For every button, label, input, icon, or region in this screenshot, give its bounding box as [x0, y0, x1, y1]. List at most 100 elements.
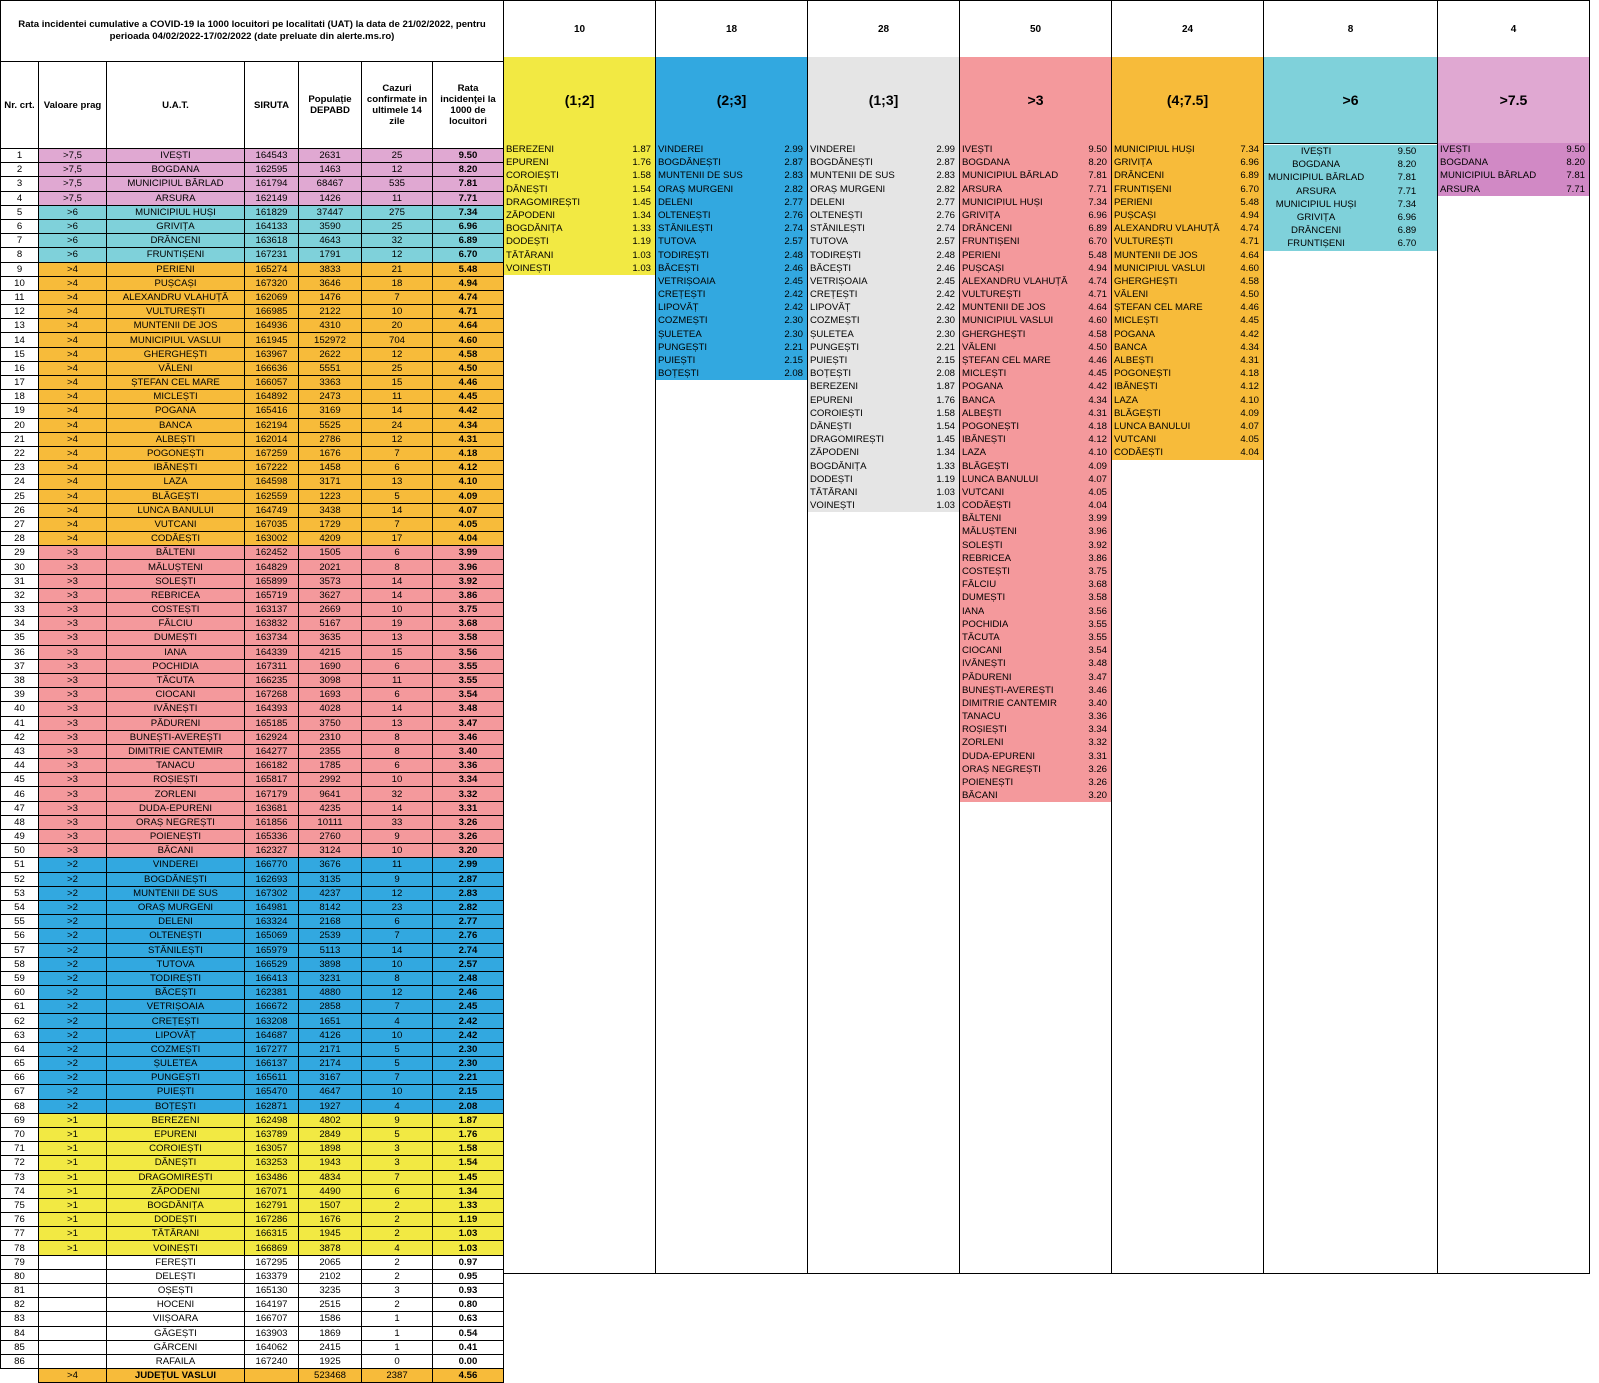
incidence-rate: 1.87	[431, 1112, 505, 1128]
list-item: IVĂNEȘTI 3.48	[960, 657, 1111, 671]
incidence-rate: 1.76	[431, 1126, 505, 1143]
total-rate: 4.56	[431, 1368, 505, 1383]
list-item-name: BOGDĂNEȘTI	[810, 157, 873, 169]
table-row: 4 >7,5 ARSURA 162149 1426 11 7.71	[0, 190, 505, 206]
uat-name: COZMEȘTI	[106, 1041, 245, 1058]
list-item: BANCA 4.34	[960, 393, 1111, 407]
table-row: 55 >2 DELENI 163324 2168 6 2.77	[0, 914, 505, 930]
incidence-rate: 4.58	[431, 346, 505, 362]
list-item-rate: 3.36	[1088, 711, 1107, 723]
list-item-name: BUNEȘTI-AVEREȘTI	[962, 684, 1054, 696]
row-number: 79	[0, 1254, 39, 1270]
uat-name: COROIEȘTI	[106, 1141, 245, 1157]
table-row: 54 >2 ORAȘ MURGENI 164981 8142 23 2.82	[0, 899, 505, 916]
siruta-code: 163681	[244, 800, 299, 816]
list-item-name: STĂNILEȘTI	[658, 223, 713, 235]
siruta-code: 165899	[244, 573, 299, 589]
uat-name: ALEXANDRU VLAHUȚĂ	[106, 289, 245, 306]
population: 2174	[298, 1055, 362, 1072]
list-item-rate: 7.34	[1397, 198, 1417, 210]
siruta-code: 161945	[244, 332, 299, 348]
list-item-rate: 1.34	[936, 447, 955, 459]
table-row: 9 >4 PERIENI 165274 3833 21 5.48	[0, 261, 505, 277]
column-header: U.A.T.	[106, 61, 245, 149]
threshold-value: >4	[38, 304, 107, 320]
siruta-code: 165611	[244, 1070, 299, 1086]
list-item: ZĂPODENI 1.34	[808, 446, 959, 460]
population: 4209	[298, 531, 362, 547]
confirmed-cases: 14	[361, 701, 433, 717]
incidence-rate: 1.58	[431, 1141, 505, 1157]
siruta-code: 167035	[244, 516, 299, 533]
confirmed-cases: 11	[361, 190, 433, 206]
confirmed-cases: 9	[361, 871, 433, 887]
category-column: 10 (1;2] BEREZENI 1.87 EPURENI 1.76 COROIEȘTI 1…	[503, 0, 656, 1274]
uat-name: VOINEȘTI	[106, 1240, 245, 1256]
list-item-name: ALBEȘTI	[962, 407, 1002, 419]
row-number: 24	[0, 474, 39, 490]
list-item-name: TANACU	[962, 711, 1001, 723]
list-item-rate: 4.18	[1088, 420, 1107, 432]
siruta-code: 166235	[244, 672, 299, 689]
confirmed-cases: 6	[361, 658, 433, 674]
confirmed-cases: 6	[361, 687, 433, 703]
row-number: 20	[0, 417, 39, 433]
population: 1223	[298, 488, 362, 504]
population: 1458	[298, 460, 362, 476]
siruta-code: 167286	[244, 1212, 299, 1228]
incidence-rate: 1.03	[431, 1226, 505, 1242]
threshold-value: >7,5	[38, 162, 107, 178]
population: 3833	[298, 261, 362, 277]
list-item-name: LUNCA BANULUI	[962, 473, 1039, 485]
population: 5113	[298, 942, 362, 958]
row-number: 60	[0, 985, 39, 1001]
threshold-value	[38, 1268, 107, 1285]
row-number: 29	[0, 545, 39, 561]
list-item-name: ALEXANDRU VLAHUȚĂ	[962, 275, 1068, 287]
list-item-name: ZĂPODENI	[810, 447, 860, 459]
uat-name: TĂTĂRANI	[106, 1226, 245, 1242]
list-item-rate: 4.74	[1088, 275, 1107, 287]
list-item-name: PĂDURENI	[962, 671, 1012, 683]
list-item: ARSURA 7.71	[960, 182, 1111, 196]
confirmed-cases: 14	[361, 800, 433, 816]
incidence-rate: 2.74	[431, 942, 505, 958]
threshold-value: >3	[38, 772, 107, 788]
list-item-rate: 4.50	[1240, 289, 1259, 301]
list-item-rate: 3.55	[1088, 618, 1107, 630]
list-item-name: EPURENI	[506, 157, 549, 169]
list-item-rate: 2.42	[936, 302, 955, 314]
population: 1426	[298, 190, 362, 206]
list-item-rate: 3.34	[1088, 724, 1107, 736]
list-item-rate: 7.81	[1397, 172, 1417, 184]
confirmed-cases: 7	[361, 445, 433, 462]
threshold-value: >3	[38, 758, 107, 774]
list-item-name: BOGDĂNIȚA	[506, 223, 563, 235]
population: 1676	[298, 1212, 362, 1228]
list-item-name: DODEȘTI	[810, 473, 853, 485]
list-item: ZORLENI 3.32	[960, 736, 1111, 750]
table-row: 80 DELEȘTI 163379 2102 2 0.95	[0, 1268, 505, 1285]
list-item-rate: 7.81	[1088, 170, 1107, 182]
list-item-rate: 9.50	[1397, 146, 1417, 157]
list-item: ALEXANDRU VLAHUȚĂ 4.74	[960, 274, 1111, 289]
row-number: 63	[0, 1027, 39, 1043]
incidence-rate: 1.34	[431, 1183, 505, 1199]
threshold-value: >2	[38, 1070, 107, 1086]
list-item: PUIEȘTI 2.15	[656, 354, 807, 368]
list-item-name: EPURENI	[810, 394, 853, 406]
list-item: BĂCANI 3.20	[960, 789, 1111, 803]
list-item-rate: 2.82	[784, 183, 803, 195]
list-item: POGONEȘTI 4.18	[1112, 367, 1263, 381]
list-item-name: ARSURA	[1296, 185, 1337, 197]
list-item-rate: 4.45	[1240, 315, 1259, 327]
uat-name: BUNEȘTI-AVEREȘTI	[106, 729, 245, 745]
list-item: BEREZENI 1.87	[808, 380, 959, 394]
table-row: 83 VIIȘOARA 166707 1586 1 0.63	[0, 1311, 505, 1327]
row-number: 80	[0, 1268, 39, 1285]
list-item-rate: 7.34	[1088, 196, 1107, 208]
list-item: DELENI 2.77	[808, 195, 959, 209]
siruta-code: 167179	[244, 786, 299, 802]
threshold-value: >3	[38, 843, 107, 859]
population: 1898	[298, 1141, 362, 1157]
